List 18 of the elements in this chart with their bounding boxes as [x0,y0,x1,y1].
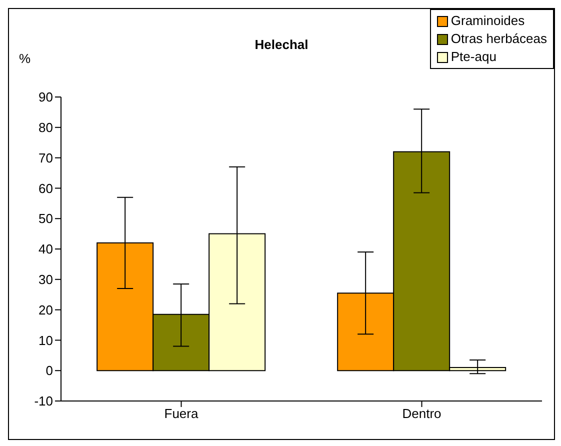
y-tick-label: 0 [46,363,53,378]
legend-label: Pte-aqu [450,48,496,66]
y-tick-label: 60 [38,180,53,196]
y-tick-label: 80 [38,120,53,136]
y-tick-label: -10 [34,394,53,409]
chart-title: Helechal [254,37,308,52]
legend-label: Graminoides [450,12,525,30]
legend-label: Otras herbáceas [450,30,547,48]
x-tick-label: Dentro [402,406,442,422]
y-axis-title: % [19,51,31,66]
y-tick-label: 50 [38,211,53,226]
x-tick-label: Fuera [164,406,199,422]
y-tick-label: 70 [38,150,53,166]
y-tick-label: 20 [38,302,53,318]
y-tick-label: 30 [38,272,53,288]
y-tick-label: 10 [38,332,53,348]
y-tick-label: 40 [38,242,53,257]
y-tick-label: 90 [38,90,53,105]
